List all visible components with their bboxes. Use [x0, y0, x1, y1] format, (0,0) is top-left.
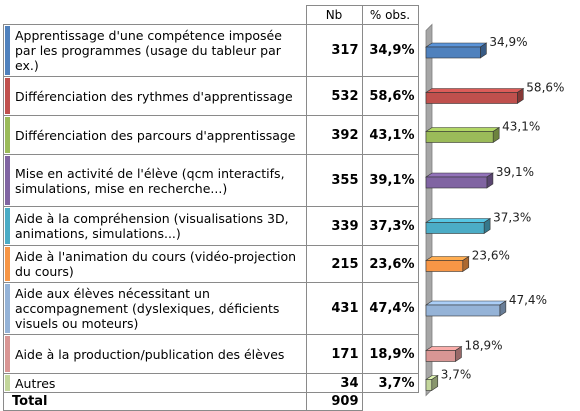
bar-3 — [425, 126, 501, 144]
row-label-cell: Différenciation des parcours d'apprentis… — [3, 115, 307, 155]
row-count: 215 — [305, 245, 363, 283]
table-row: Aide aux élèves nécessitant un accompagn… — [3, 282, 419, 335]
bar-top-face — [425, 300, 507, 306]
bar-top-face — [425, 256, 470, 261]
data-label: 3,7% — [441, 368, 472, 382]
row-percent: 34,9% — [361, 24, 419, 77]
bar-4 — [425, 172, 494, 189]
row-label-cell: Différenciation des rythmes d'apprentiss… — [3, 76, 307, 116]
data-label: 39,1% — [496, 165, 534, 179]
table-row: Différenciation des parcours d'apprentis… — [3, 115, 419, 155]
bar-5 — [425, 217, 492, 235]
color-swatch — [5, 78, 10, 114]
row-percent: 47,4% — [361, 282, 419, 335]
data-label: 23,6% — [472, 249, 510, 263]
row-label: Apprentissage d'une compétence imposée p… — [15, 28, 282, 73]
bar-top-face — [425, 88, 525, 93]
row-label: Aide aux élèves nécessitant un accompagn… — [15, 286, 280, 331]
bar-8 — [425, 345, 463, 363]
bar-front-face — [425, 379, 433, 391]
row-count: 392 — [305, 115, 363, 155]
row-label: Différenciation des parcours d'apprentis… — [15, 127, 296, 143]
bar-7 — [425, 300, 507, 317]
table-row: Différenciation des rythmes d'apprentiss… — [3, 76, 419, 116]
bar-top-face — [425, 127, 501, 132]
bar-front-face — [425, 350, 456, 362]
color-swatch — [5, 375, 10, 391]
bar-6 — [425, 255, 470, 273]
data-label: 18,9% — [464, 339, 502, 353]
data-label: 47,4% — [509, 293, 547, 307]
row-percent: 23,6% — [361, 245, 419, 283]
bar-top-face — [425, 218, 492, 223]
bar-2 — [425, 87, 525, 105]
row-label: Aide à la compréhension (visualisations … — [15, 211, 289, 241]
bar-front-face — [425, 131, 494, 143]
bar-front-face — [425, 260, 464, 272]
row-count: 339 — [305, 206, 363, 246]
row-label: Autres — [15, 375, 56, 391]
color-swatch — [5, 117, 10, 153]
color-swatch — [5, 156, 10, 205]
row-percent: 18,9% — [361, 334, 419, 374]
bar-top-face — [425, 42, 488, 48]
data-label: 34,9% — [489, 35, 527, 49]
bar-top-face — [425, 172, 494, 178]
row-label-cell: Aide aux élèves nécessitant un accompagn… — [3, 282, 307, 335]
row-label-cell: Autres — [3, 373, 307, 393]
table-row: Mise en activité de l'élève (qcm interac… — [3, 154, 419, 207]
row-label: Différenciation des rythmes d'apprentiss… — [15, 88, 293, 104]
row-label: Aide à l'animation du cours (vidéo-proje… — [15, 249, 297, 279]
bar-front-face — [425, 46, 481, 59]
bar-front-face — [425, 222, 485, 234]
row-label-cell: Mise en activité de l'élève (qcm interac… — [3, 154, 307, 207]
header-pct: % obs. — [361, 5, 419, 25]
row-count: 355 — [305, 154, 363, 207]
row-label-cell: Aide à la compréhension (visualisations … — [3, 206, 307, 246]
row-label: Mise en activité de l'élève (qcm interac… — [15, 165, 285, 196]
row-count: 532 — [305, 76, 363, 116]
table-row: Autres 34 3,7% — [3, 373, 419, 393]
bar-front-face — [425, 176, 488, 189]
bar-1 — [425, 42, 488, 59]
axis-wall — [425, 23, 433, 397]
row-count: 171 — [305, 334, 363, 374]
color-swatch — [5, 284, 10, 333]
data-label: 37,3% — [493, 211, 531, 225]
row-percent: 39,1% — [361, 154, 419, 207]
table-header-row: Nb % obs. — [3, 5, 419, 25]
color-swatch — [5, 336, 10, 372]
color-swatch — [5, 208, 10, 244]
bar-front-face — [425, 304, 501, 317]
row-label-cell: Aide à l'animation du cours (vidéo-proje… — [3, 245, 307, 283]
row-label: Aide à la production/publication des élè… — [15, 346, 285, 362]
table-row: Aide à l'animation du cours (vidéo-proje… — [3, 245, 419, 283]
data-label: 43,1% — [502, 120, 540, 134]
row-percent: 37,3% — [361, 206, 419, 246]
bar-front-face — [425, 92, 518, 104]
color-swatch — [5, 26, 10, 75]
row-percent: 58,6% — [361, 76, 419, 116]
color-swatch — [5, 247, 10, 281]
table-row: Aide à la compréhension (visualisations … — [3, 206, 419, 246]
bar-9 — [425, 374, 439, 392]
data-label: 58,6% — [526, 81, 564, 95]
results-table: Nb % obs. Apprentissage d'une compétence… — [3, 5, 419, 411]
